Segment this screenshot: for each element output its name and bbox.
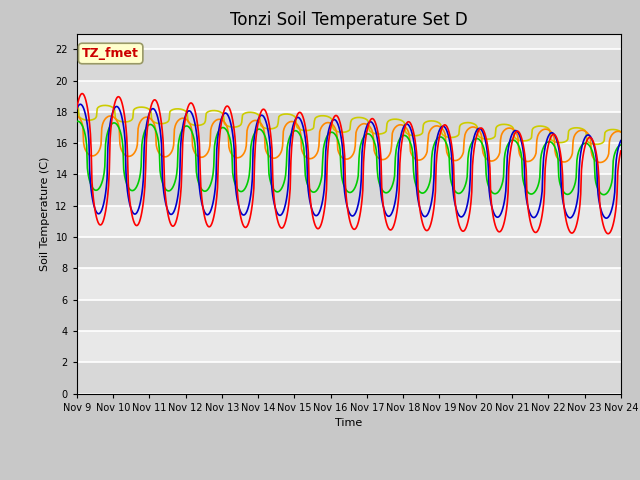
Y-axis label: Soil Temperature (C): Soil Temperature (C) xyxy=(40,156,50,271)
Text: TZ_fmet: TZ_fmet xyxy=(82,47,139,60)
Bar xyxy=(77,81,621,112)
Bar xyxy=(77,174,621,206)
Bar xyxy=(77,143,621,174)
Bar xyxy=(77,268,621,300)
X-axis label: Time: Time xyxy=(335,418,362,428)
Bar xyxy=(77,49,621,81)
Bar xyxy=(77,362,621,394)
Bar xyxy=(77,300,621,331)
Bar xyxy=(77,237,621,268)
Bar xyxy=(77,206,621,237)
Bar xyxy=(77,112,621,143)
Bar xyxy=(77,331,621,362)
Title: Tonzi Soil Temperature Set D: Tonzi Soil Temperature Set D xyxy=(230,11,468,29)
